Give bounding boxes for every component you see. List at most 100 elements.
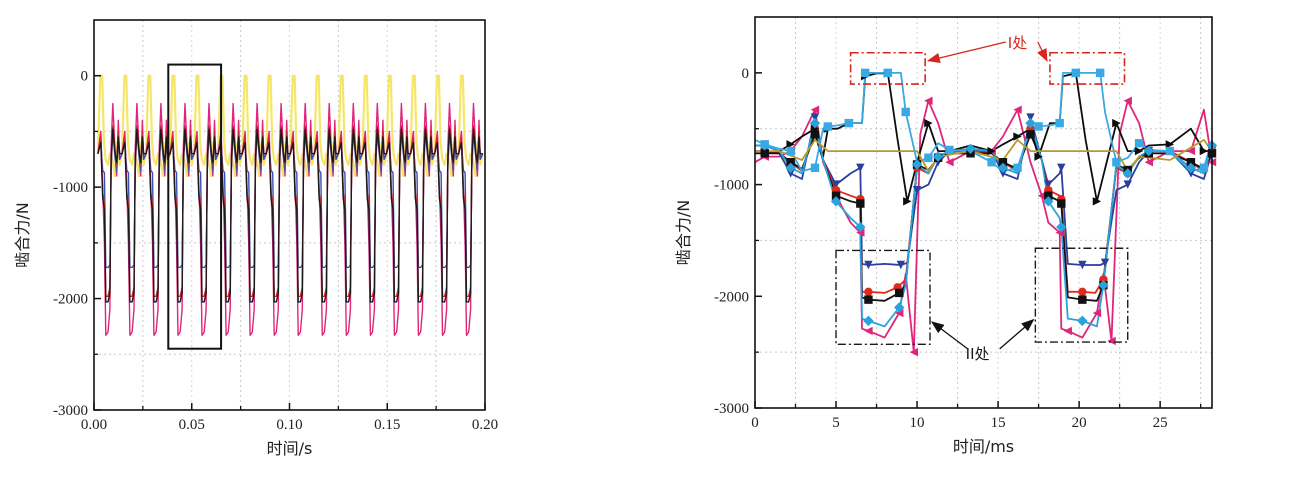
right-point-black-square	[1078, 295, 1087, 304]
left-ticks: 0.00 0.05 0.10 0.15 0.20 0 -1000 -2000 -3000	[53, 69, 498, 433]
annotation-II-arrow	[999, 318, 1035, 350]
right-point-black-square	[1026, 130, 1035, 139]
right-point-lightblue-square	[823, 122, 833, 131]
right-point-cyan-diamond	[863, 315, 874, 327]
right-x-tick-label: 5	[832, 415, 840, 431]
right-ticks: 0 5 10 15 20 25 0 -1000 -2000 -3000	[714, 66, 1202, 431]
left-y-tick-label: -2000	[53, 292, 88, 308]
right-point-magenta-left-triangle	[856, 228, 865, 237]
right-chart: 0 5 10 15 20 25 0 -1000 -2000 -3000 时间/ms 啮合力/N I…	[674, 16, 1218, 456]
right-x-tick-label: 25	[1153, 415, 1168, 431]
right-point-magenta-left-triangle	[909, 347, 919, 357]
left-y-tick-label: 0	[81, 69, 89, 85]
right-point-magenta-left-triangle	[1186, 146, 1196, 156]
right-point-lightblue-square	[901, 107, 910, 117]
right-point-lightblue-square	[945, 145, 954, 155]
right-series-line-red-circle	[755, 127, 1213, 294]
right-point-lightblue-square	[1095, 68, 1105, 78]
right-point-cyan-diamond	[997, 162, 1009, 174]
right-point-magenta-left-triangle	[895, 308, 904, 318]
right-point-magenta-left-triangle	[1013, 105, 1022, 114]
right-point-magenta-left-triangle	[1037, 191, 1047, 200]
right-point-magenta-left-triangle	[1107, 336, 1116, 346]
right-x-tick-label: 20	[1072, 415, 1087, 431]
right-point-black-square	[895, 288, 904, 298]
right-point-black-right-triangle	[810, 124, 820, 133]
right-point-black-right-triangle	[1013, 132, 1022, 141]
annotation-II-label: II处	[966, 345, 990, 363]
right-point-blue-down-triangle	[864, 260, 873, 270]
right-point-lightblue-square	[860, 68, 870, 78]
right-point-cyan-diamond	[855, 221, 866, 233]
right-point-cyan-diamond	[1077, 315, 1088, 327]
right-grid	[755, 17, 1212, 408]
right-annotations	[835, 41, 1129, 350]
right-point-lightblue-square	[1134, 139, 1144, 148]
right-point-magenta-left-triangle	[1144, 158, 1153, 167]
right-point-lightblue-square	[1055, 118, 1064, 128]
right-point-black-square	[856, 199, 865, 208]
right-point-lightblue-square	[1112, 158, 1121, 167]
right-point-blue-down-triangle	[1078, 260, 1087, 270]
right-point-cyan-diamond	[932, 151, 944, 162]
right-point-lightblue-square	[883, 68, 893, 78]
annotation-II-box	[835, 249, 931, 346]
right-point-cyan-diamond	[1043, 196, 1054, 207]
right-series-line-blue-down-triangle	[755, 116, 1213, 266]
right-point-blue-down-triangle	[1026, 113, 1035, 122]
right-point-cyan-diamond	[894, 302, 905, 313]
annotation-II-arrow	[930, 321, 969, 350]
right-point-blue-down-triangle	[856, 163, 865, 173]
right-point-cyan-diamond	[1025, 117, 1036, 129]
right-point-black-square	[1186, 158, 1196, 167]
right-point-lightblue-square	[1013, 163, 1022, 173]
right-point-lightblue-square	[1199, 163, 1209, 173]
right-point-magenta-left-triangle	[1092, 308, 1102, 318]
left-x-tick-label: 0.20	[472, 417, 498, 433]
right-point-magenta-left-triangle	[810, 105, 820, 114]
left-x-tick-label: 0.00	[81, 417, 107, 433]
right-point-lightblue-square	[760, 140, 769, 149]
right-point-blue-down-triangle	[1123, 180, 1132, 189]
right-point-black-square	[1044, 191, 1053, 200]
right-point-blue-down-triangle	[1057, 163, 1066, 173]
right-point-lightblue-square	[924, 153, 933, 162]
right-point-black-right-triangle	[1134, 146, 1144, 156]
right-point-black-square	[864, 295, 873, 304]
right-y-axis-title: 啮合力/N	[674, 200, 693, 265]
right-point-blue-down-triangle	[1100, 258, 1110, 267]
right-point-blue-down-triangle	[1186, 169, 1196, 178]
right-point-blue-down-triangle	[786, 169, 795, 178]
right-series-line-olive	[755, 138, 1213, 173]
right-point-cyan-diamond	[785, 162, 796, 174]
right-point-blue-down-triangle	[810, 113, 820, 122]
left-highlight-box	[167, 63, 223, 350]
right-point-black-square	[786, 158, 795, 167]
left-y-tick-label: -1000	[53, 180, 88, 196]
left-series-line-black	[97, 128, 483, 303]
right-point-blue-down-triangle	[896, 260, 906, 270]
right-point-lightblue-square	[987, 158, 996, 167]
right-point-lightblue-square	[1071, 68, 1081, 78]
right-point-magenta-left-triangle	[945, 158, 954, 167]
annotation-I-box	[1049, 51, 1126, 85]
left-y-tick-label: -3000	[53, 403, 88, 419]
right-y-tick-label: 0	[742, 66, 750, 82]
right-series-group	[754, 68, 1218, 357]
right-point-cyan-diamond	[1122, 168, 1133, 179]
right-point-magenta-left-triangle	[924, 96, 933, 105]
right-point-black-square	[810, 130, 820, 139]
right-x-tick-label: 0	[751, 415, 759, 431]
right-point-black-right-triangle	[903, 197, 912, 206]
right-point-cyan-diamond	[965, 143, 976, 155]
right-point-lightblue-square	[810, 163, 820, 173]
right-series-line-magenta-left-triangle	[754, 99, 1213, 354]
right-point-blue-down-triangle	[1044, 180, 1053, 189]
annotation-I-arrow	[1037, 41, 1048, 62]
right-point-black-square	[831, 191, 841, 200]
left-x-tick-label: 0.10	[276, 417, 302, 433]
left-y-axis-title: 啮合力/N	[13, 202, 32, 267]
right-point-lightblue-square	[844, 118, 854, 128]
right-x-tick-label: 15	[991, 415, 1006, 431]
